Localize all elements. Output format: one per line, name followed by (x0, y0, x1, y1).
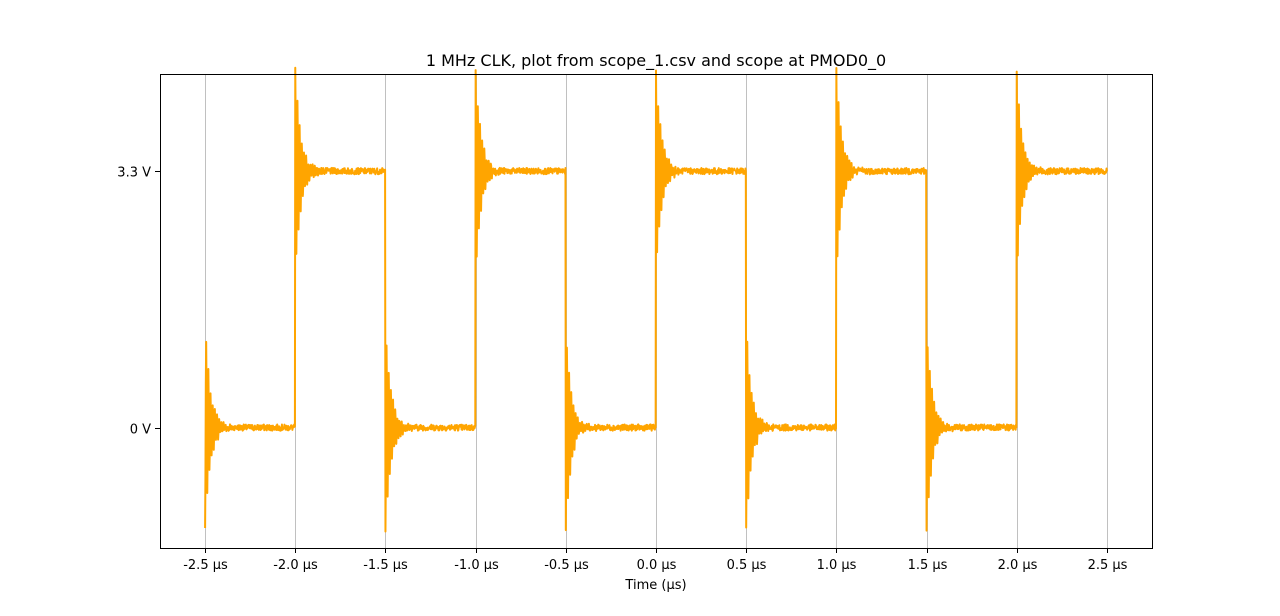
x-tick-label: -1.5 µs (363, 558, 408, 573)
x-axis-label: Time (µs) (624, 578, 686, 593)
x-tick-label: -0.5 µs (544, 558, 589, 573)
x-tick-label: 1.5 µs (908, 558, 948, 573)
y-tick-label: 3.3 V (117, 166, 151, 181)
x-tick-label: 0.0 µs (637, 558, 677, 573)
x-tick-label: 1.0 µs (817, 558, 857, 573)
chart-title: 1 MHz CLK, plot from scope_1.csv and sco… (426, 51, 886, 71)
y-tick-label: 0 V (130, 423, 151, 438)
x-tick-label: 2.0 µs (998, 558, 1038, 573)
series-line-clk (204, 66, 1108, 533)
y-axis-ticks: 0 V 3.3 V (117, 166, 160, 438)
x-axis-ticks: -2.5 µs -2.0 µs -1.5 µs -1.0 µs -0.5 µs 0.0 µ… (183, 548, 1128, 573)
x-tick-label: 2.5 µs (1088, 558, 1128, 573)
x-tick-label: -2.0 µs (273, 558, 318, 573)
x-tick-label: -1.0 µs (454, 558, 499, 573)
x-tick-label: -2.5 µs (183, 558, 228, 573)
series-layer (204, 66, 1108, 533)
x-tick-label: 0.5 µs (727, 558, 767, 573)
